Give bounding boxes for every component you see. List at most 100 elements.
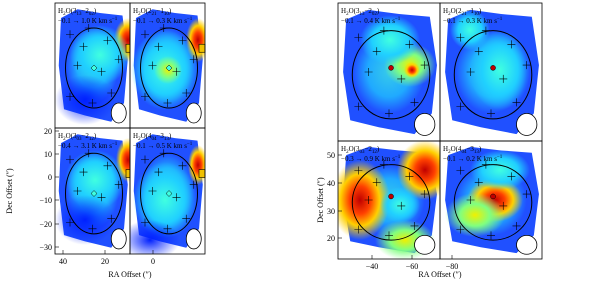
range-part: −1 [395, 17, 401, 22]
x-tick-label: 40 [59, 257, 67, 266]
label-part: O(3 [66, 132, 77, 140]
panel-label: H2O(313−202) [58, 7, 97, 17]
pointing [379, 160, 388, 169]
label-part: H [58, 132, 63, 140]
label-part: −2 [81, 7, 89, 15]
pointing [507, 40, 516, 49]
label-part: 10 [474, 12, 480, 17]
pointing [397, 74, 406, 83]
map-feature [70, 25, 130, 85]
label-part: 02 [89, 12, 95, 17]
pointing [163, 99, 172, 107]
label-part: 04 [151, 137, 157, 142]
beam-size [110, 228, 127, 250]
pointing [154, 42, 163, 51]
range-part: −0.3 → 0.9 K km s [341, 155, 395, 163]
pointing [88, 224, 97, 233]
label-part: 12 [89, 137, 95, 142]
y-axis-label: Dec Offset (″) [316, 177, 325, 223]
y-tick-label: 50 [327, 151, 335, 160]
pointing [420, 190, 429, 199]
beam-circle [351, 30, 431, 120]
map-feature [470, 30, 530, 110]
panel-label: H2O(221−110) [443, 7, 482, 17]
source-marker [90, 64, 98, 72]
pointing [182, 214, 191, 223]
x-tick-label: −60 [406, 262, 419, 271]
beam-circle [351, 164, 431, 241]
pointing [103, 161, 112, 170]
pointing [499, 201, 508, 210]
beam-size [185, 102, 202, 124]
panel-range: −0.1 → 0.2 K km s−1 [443, 155, 503, 163]
label-part: ) [94, 7, 97, 15]
range-part: −1 [187, 17, 193, 22]
pointing [66, 155, 74, 164]
y-tick-label: −20 [39, 220, 52, 229]
range-part: −0.1 → 0.3 K km s [133, 17, 187, 25]
pointing [507, 172, 516, 181]
pointing [522, 190, 531, 199]
y-tick-label: −30 [39, 243, 52, 252]
panel-label: H2O(303−212) [341, 145, 380, 155]
label-part: 2 [63, 137, 66, 142]
panel-label: H2O(404−313) [133, 132, 172, 142]
label-part: H [341, 145, 346, 153]
pointing [159, 149, 168, 158]
map [445, 146, 539, 254]
pointing [178, 161, 187, 170]
pointing [88, 99, 97, 107]
label-part: H [443, 7, 448, 15]
pointing [354, 166, 363, 175]
label-part: 02 [372, 12, 378, 17]
map-feature [404, 62, 420, 78]
pointing [172, 193, 181, 202]
label-part: 12 [372, 150, 378, 155]
panel-range: −0.1 → 1.0 K km s−1 [58, 17, 118, 25]
pointing [372, 178, 381, 187]
label-part: O(3 [349, 7, 360, 15]
pointing [154, 168, 163, 177]
label-part: 2 [138, 12, 141, 17]
pointing [456, 102, 465, 111]
pointing [512, 98, 521, 107]
panel-range: −0.4 → 3.1 K km s−1 [58, 142, 118, 150]
pointing [354, 33, 363, 42]
pointing [487, 231, 495, 240]
beam-circle [453, 30, 533, 120]
pointing [410, 98, 419, 107]
label-part: ) [169, 132, 172, 140]
source-marker [165, 64, 173, 72]
pointing [385, 109, 393, 118]
label-part: 2 [63, 12, 66, 17]
range-part: −0.4 → 3.1 K km s [58, 142, 112, 150]
y-tick-label: 0 [48, 173, 52, 182]
source-marker [165, 190, 173, 197]
pointing [114, 55, 123, 64]
map-feature [470, 150, 530, 190]
y-tick-label: 30 [327, 207, 335, 216]
panel-label: H2O(313−202) [341, 7, 380, 17]
range-part: −1 [497, 17, 503, 22]
label-part: 13 [76, 12, 82, 17]
label-part: 2 [448, 150, 451, 155]
pointing [481, 26, 490, 35]
label-part: 2 [448, 12, 451, 17]
pointing [481, 160, 490, 169]
map-feature [445, 193, 505, 237]
label-part: H [341, 7, 346, 15]
label-part: O(2 [451, 7, 462, 15]
y-tick-label: 40 [327, 179, 335, 188]
pointing [141, 30, 149, 39]
pointing [141, 155, 149, 164]
edge-tab [198, 43, 206, 53]
label-part: −3 [156, 132, 164, 140]
pointing [73, 61, 82, 70]
label-part: ) [377, 7, 380, 15]
pointing [522, 61, 531, 70]
panel-range: −0.3 → 0.9 K km s−1 [341, 155, 401, 163]
pointing [97, 67, 106, 76]
label-part: O(2 [141, 7, 152, 15]
label-part: ) [169, 7, 172, 15]
label-part: 2 [346, 150, 349, 155]
